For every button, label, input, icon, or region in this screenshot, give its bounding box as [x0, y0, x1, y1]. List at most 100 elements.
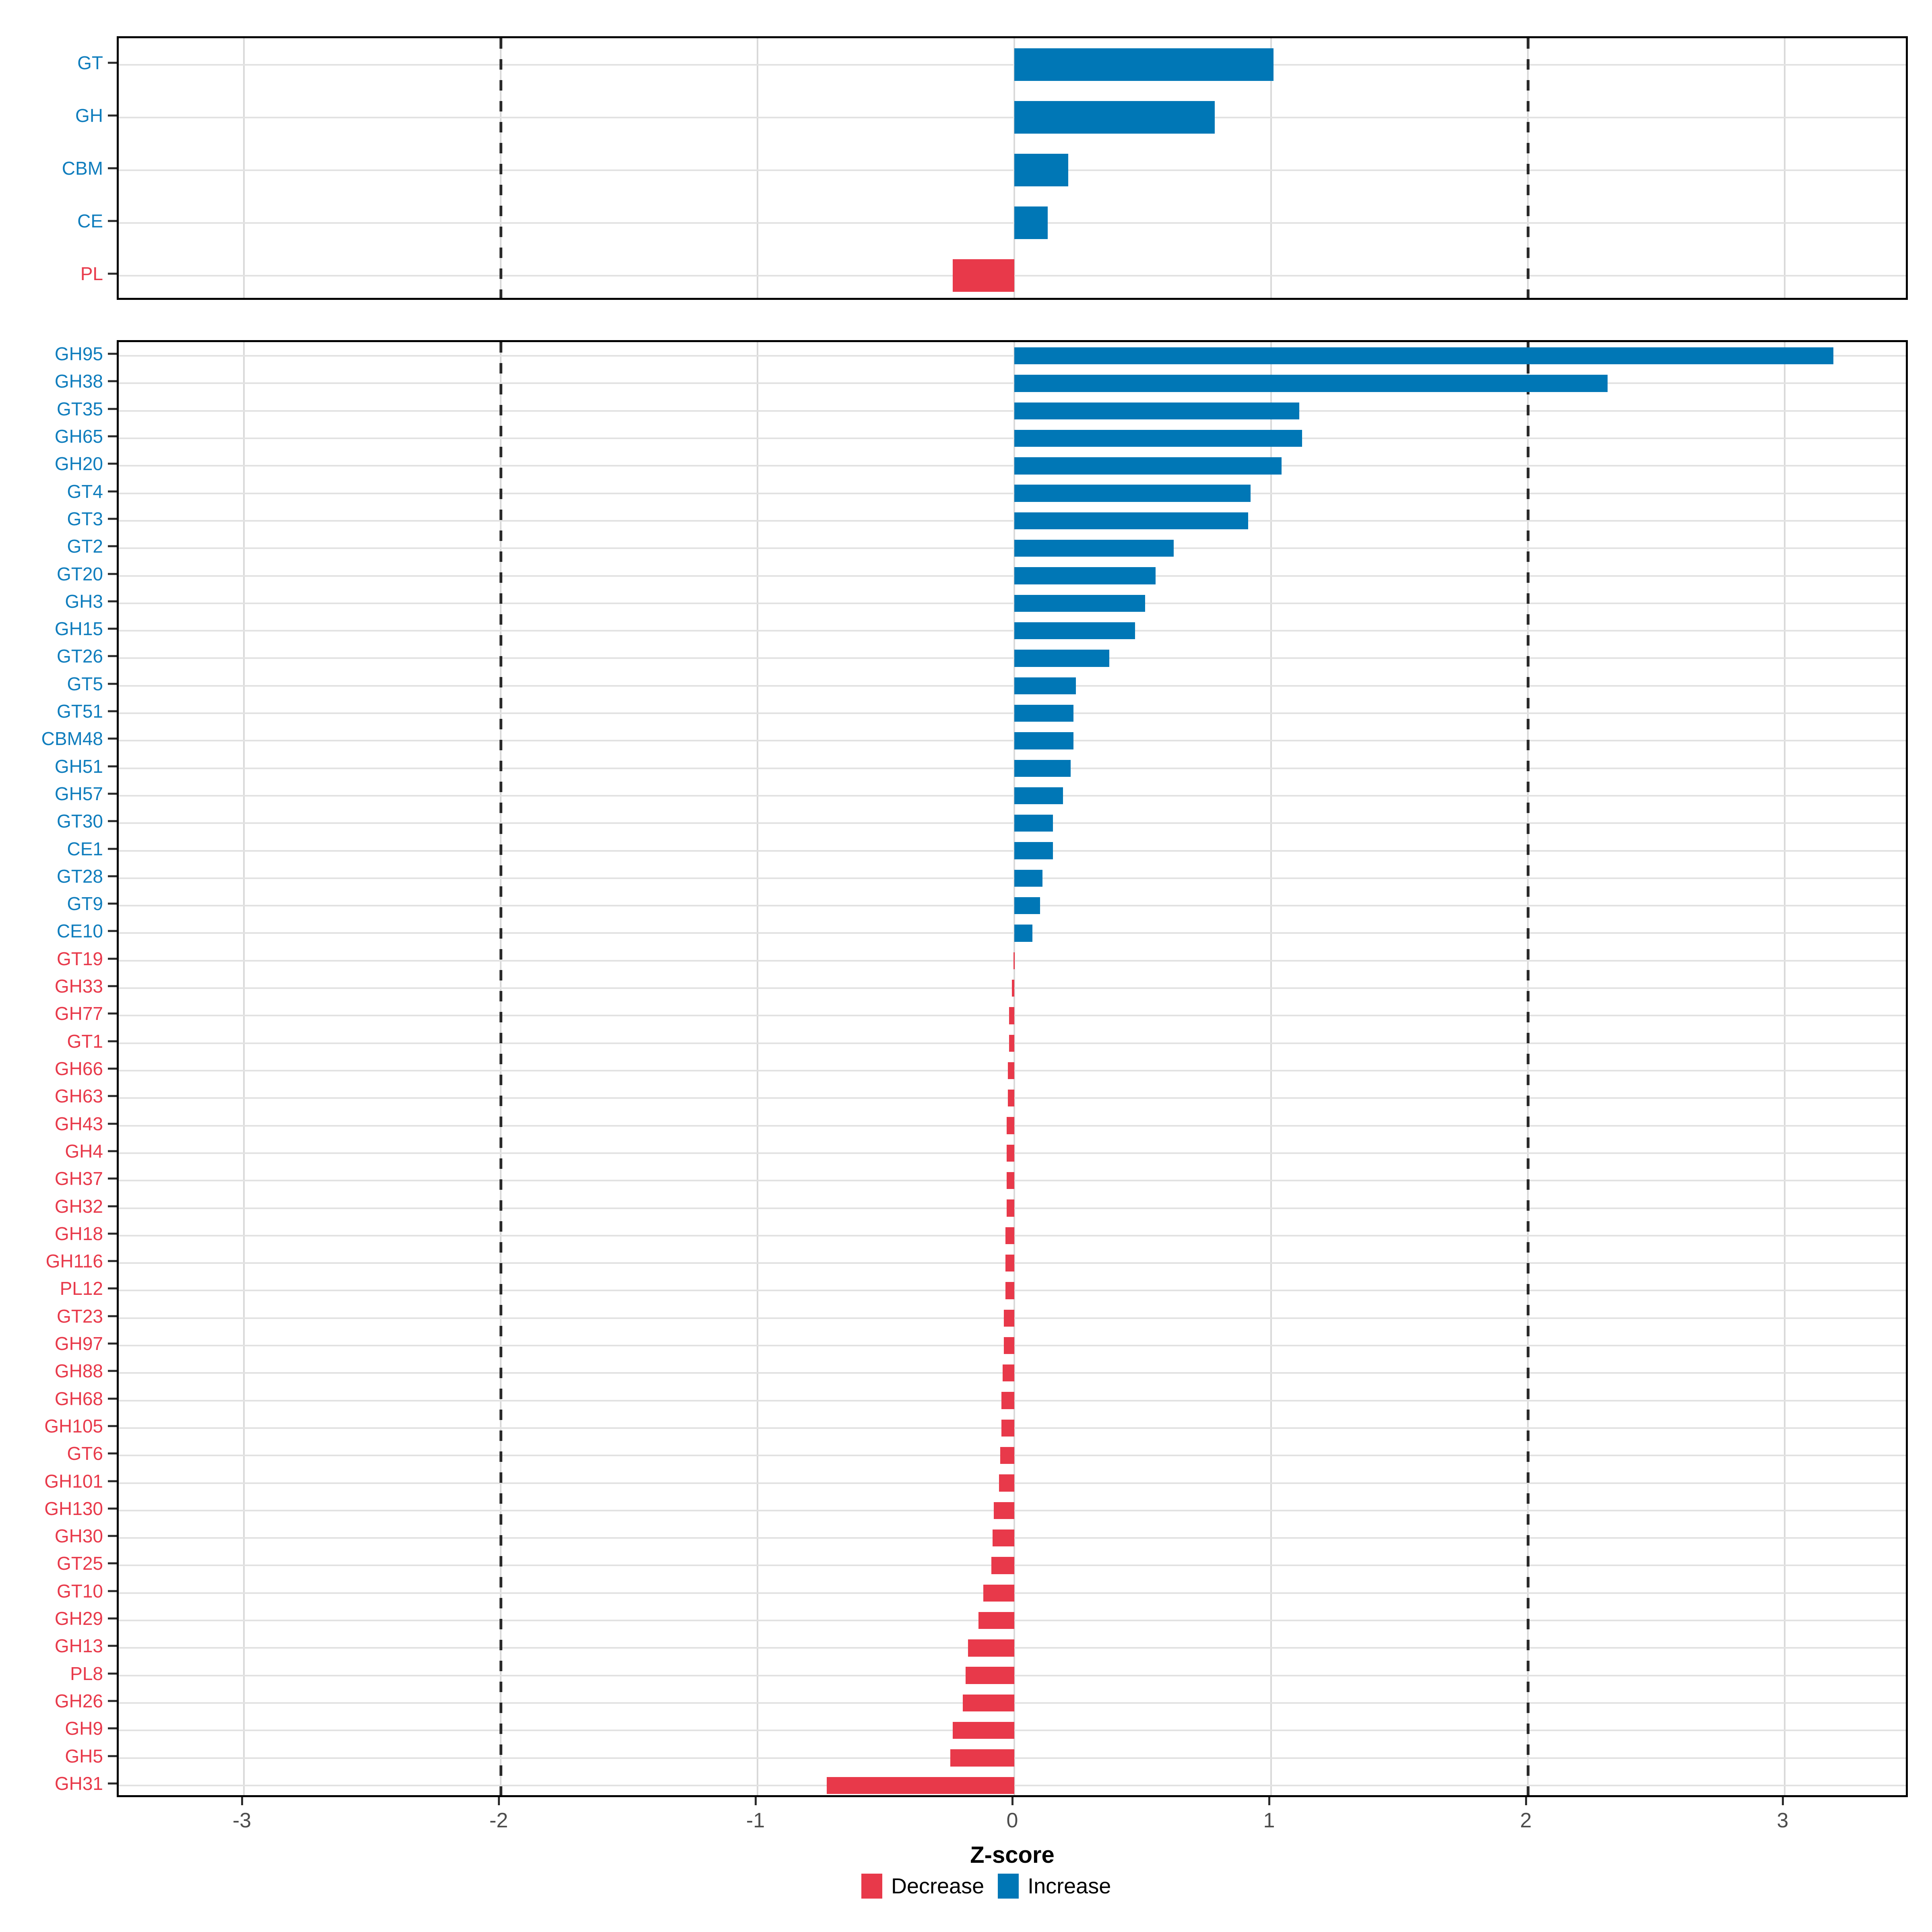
bar[interactable]: [1014, 347, 1834, 365]
bar[interactable]: [1005, 1254, 1014, 1272]
y-axis-label: GT26: [56, 646, 103, 667]
bar[interactable]: [993, 1502, 1014, 1519]
bar[interactable]: [963, 1694, 1014, 1712]
bar[interactable]: [1014, 650, 1110, 667]
bar[interactable]: [1014, 48, 1274, 81]
bar[interactable]: [1014, 925, 1032, 942]
bar[interactable]: [1014, 704, 1073, 722]
bar[interactable]: [1014, 153, 1068, 187]
bar[interactable]: [1014, 567, 1156, 584]
bar[interactable]: [1004, 1337, 1014, 1354]
bar[interactable]: [1006, 1117, 1014, 1134]
y-axis-label: GH105: [44, 1415, 103, 1437]
y-axis-tick: [108, 573, 117, 575]
bar[interactable]: [1014, 485, 1251, 502]
bar[interactable]: [1014, 842, 1053, 859]
y-axis-label: PL12: [60, 1278, 103, 1299]
legend-item-decrease[interactable]: Decrease: [861, 1874, 984, 1899]
y-axis-label: GT28: [56, 865, 103, 887]
y-axis-label: GH101: [44, 1470, 103, 1492]
bar[interactable]: [1004, 1309, 1014, 1327]
bar[interactable]: [1005, 1282, 1014, 1299]
bar[interactable]: [1001, 1392, 1014, 1409]
x-axis-tick: [1525, 1797, 1527, 1805]
y-axis-tick: [108, 1425, 117, 1427]
bar[interactable]: [1009, 1007, 1014, 1024]
bar[interactable]: [1014, 512, 1248, 530]
bar[interactable]: [1014, 594, 1146, 612]
y-axis-tick: [108, 875, 117, 877]
bar[interactable]: [827, 1777, 1014, 1794]
gridline-horizontal: [119, 547, 1906, 549]
bar[interactable]: [1014, 540, 1174, 557]
bar[interactable]: [1005, 1227, 1014, 1244]
y-axis-tick: [108, 62, 117, 64]
bar[interactable]: [1008, 1090, 1014, 1107]
y-axis-label: GH57: [54, 783, 103, 804]
bar[interactable]: [1013, 952, 1015, 969]
legend-item-increase[interactable]: Increase: [998, 1874, 1111, 1899]
x-axis-tick: [241, 1797, 243, 1805]
reference-line-dashed: [500, 342, 502, 1795]
gridline-horizontal: [119, 492, 1906, 494]
y-axis-label: GT6: [67, 1443, 103, 1464]
bar[interactable]: [1014, 760, 1071, 777]
y-axis-tick: [108, 1672, 117, 1675]
y-axis-tick: [108, 985, 117, 987]
bar[interactable]: [968, 1639, 1014, 1657]
bar[interactable]: [1006, 1144, 1014, 1162]
y-axis-label: GH29: [54, 1608, 103, 1629]
y-axis-tick: [108, 683, 117, 685]
x-axis-tick-label: -3: [232, 1809, 252, 1832]
bar[interactable]: [1014, 429, 1302, 447]
gridline-vertical: [1784, 38, 1785, 298]
bar[interactable]: [1014, 101, 1215, 134]
bar[interactable]: [965, 1667, 1014, 1684]
gridline-horizontal: [119, 465, 1906, 467]
bar[interactable]: [1014, 732, 1073, 749]
bar[interactable]: [1006, 1172, 1014, 1189]
bar[interactable]: [1003, 1364, 1014, 1382]
bar[interactable]: [952, 1722, 1014, 1739]
bar[interactable]: [1014, 897, 1040, 914]
bar[interactable]: [1014, 869, 1043, 887]
bar[interactable]: [983, 1584, 1014, 1602]
gridline-horizontal: [119, 712, 1906, 714]
x-axis-tick-label: -2: [489, 1809, 508, 1832]
bar[interactable]: [991, 1557, 1014, 1574]
bar[interactable]: [1011, 979, 1014, 997]
bar[interactable]: [952, 259, 1014, 292]
bar[interactable]: [1008, 1062, 1014, 1080]
bar[interactable]: [1014, 402, 1300, 419]
y-axis-tick: [108, 435, 117, 438]
y-axis-tick: [108, 1645, 117, 1647]
reference-line-dashed: [1527, 38, 1530, 298]
bar[interactable]: [950, 1749, 1014, 1767]
bar[interactable]: [1009, 1034, 1014, 1052]
bar[interactable]: [1006, 1199, 1014, 1217]
y-axis-label: GH63: [54, 1086, 103, 1107]
gridline-horizontal: [119, 222, 1906, 224]
bar[interactable]: [978, 1612, 1014, 1629]
y-axis-label: CE: [77, 210, 103, 231]
gridline-vertical: [243, 38, 245, 298]
gridline-horizontal: [119, 410, 1906, 412]
bar[interactable]: [1014, 375, 1608, 392]
gridline-horizontal: [119, 630, 1906, 632]
bar[interactable]: [992, 1529, 1014, 1547]
y-axis-label: GH33: [54, 976, 103, 997]
bar[interactable]: [1014, 206, 1048, 239]
bar[interactable]: [999, 1474, 1014, 1492]
y-axis-label: GH88: [54, 1360, 103, 1382]
y-axis-label: GH43: [54, 1113, 103, 1134]
bar[interactable]: [1014, 815, 1053, 832]
x-axis-tick-label: 2: [1520, 1809, 1532, 1832]
bar[interactable]: [1014, 622, 1135, 640]
bar[interactable]: [1014, 677, 1076, 694]
bar[interactable]: [1000, 1447, 1014, 1464]
y-axis-tick: [108, 1755, 117, 1757]
bar[interactable]: [1014, 787, 1063, 805]
bar[interactable]: [1001, 1419, 1014, 1437]
bar[interactable]: [1014, 457, 1282, 475]
